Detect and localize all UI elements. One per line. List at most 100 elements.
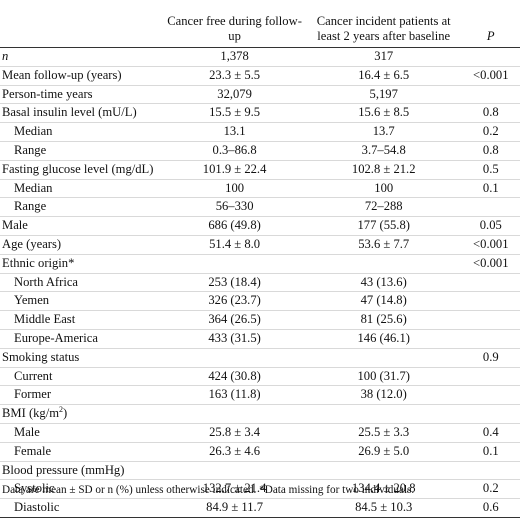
cell-cancer-free — [163, 254, 306, 274]
header-col-p: P — [461, 14, 520, 48]
table-row: Male 686 (49.8) 177 (55.8) 0.05 — [0, 216, 520, 236]
table-row: Age (years) 51.4 ± 8.0 53.6 ± 7.7 <0.001 — [0, 235, 520, 255]
row-label: Range — [0, 141, 164, 161]
row-label-superscript: 2 — [59, 404, 64, 414]
cell-cancer-incident — [305, 461, 462, 481]
cell-cancer-free: 364 (26.5) — [163, 310, 306, 330]
cell-p-value: 0.1 — [461, 442, 520, 462]
cell-cancer-incident: 43 (13.6) — [305, 273, 462, 293]
cell-cancer-free: 56–330 — [163, 197, 306, 218]
table-row: Person-time years 32,079 5,197 — [0, 85, 520, 105]
row-label-text: Male — [14, 424, 40, 439]
row-label: Blood pressure (mmHg) — [0, 461, 164, 481]
row-label: Basal insulin level (mU/L) — [0, 103, 164, 124]
cell-p-value — [461, 47, 520, 67]
table-row: Ethnic origin* <0.001 — [0, 254, 520, 274]
row-label-text: Diastolic — [14, 500, 60, 515]
row-label-text: Europe-America — [14, 330, 98, 345]
row-label-text: Median — [14, 180, 53, 195]
cell-cancer-incident: 102.8 ± 21.2 — [305, 160, 462, 180]
row-label-text: Person-time years — [2, 86, 93, 101]
cell-p-value — [461, 404, 520, 424]
row-label: Person-time years — [0, 85, 164, 105]
cell-p-value: 0.1 — [461, 179, 520, 199]
cell-cancer-incident: 26.9 ± 5.0 — [305, 442, 462, 462]
table-row: North Africa 253 (18.4) 43 (13.6) — [0, 273, 520, 293]
cell-cancer-incident: 134.4 ± 20.8 — [305, 479, 462, 500]
cell-cancer-incident: 16.4 ± 6.5 — [305, 66, 462, 86]
cell-cancer-free: 32,079 — [163, 85, 306, 105]
row-label-text: Mean follow-up (years) — [2, 67, 122, 82]
cell-cancer-incident: 100 (31.7) — [305, 367, 462, 387]
cell-p-value: <0.001 — [461, 235, 520, 255]
table-row: Basal insulin level (mU/L) 15.5 ± 9.5 15.6… — [0, 103, 520, 124]
row-label-text: Yemen — [14, 293, 50, 308]
cell-cancer-incident: 100 — [305, 179, 462, 199]
row-label-text: Range — [14, 199, 47, 214]
cell-p-value — [461, 85, 520, 105]
row-label: Systolic — [0, 479, 164, 500]
cell-cancer-incident: 72–288 — [305, 197, 462, 218]
row-label-text: Middle East — [14, 312, 76, 327]
cell-p-value — [461, 385, 520, 406]
cell-p-value: 0.6 — [461, 498, 520, 518]
cell-p-value: 0.8 — [461, 103, 520, 124]
table-row: Fasting glucose level (mg/dL) 101.9 ± 22.… — [0, 160, 520, 180]
cell-cancer-free: 13.1 — [163, 122, 306, 142]
cell-p-value — [461, 291, 520, 312]
row-label: Male — [0, 423, 164, 443]
cell-cancer-incident: 146 (46.1) — [305, 329, 462, 349]
cell-cancer-free: 433 (31.5) — [163, 329, 306, 349]
table-row: Former 163 (11.8) 38 (12.0) — [0, 385, 520, 406]
row-label: Male — [0, 216, 164, 236]
table-footnote: Data are mean ± SD or n (%) unless other… — [2, 484, 415, 496]
row-label: Diastolic — [0, 498, 164, 518]
header-col-cancer-incident: Cancer incident patients at least 2 year… — [305, 14, 462, 48]
cell-cancer-free: 25.8 ± 3.4 — [163, 423, 306, 443]
cell-cancer-incident: 25.5 ± 3.3 — [305, 423, 462, 443]
table-row: Smoking status 0.9 — [0, 348, 520, 368]
header-col-cancer-free: Cancer free during follow-up — [163, 14, 306, 48]
cell-p-value: 0.2 — [461, 479, 520, 500]
cell-cancer-free: 15.5 ± 9.5 — [163, 103, 306, 124]
cell-cancer-free: 0.3–86.8 — [163, 141, 306, 161]
cell-cancer-incident — [305, 348, 462, 368]
table-row: Blood pressure (mmHg) — [0, 461, 520, 481]
row-label-text: Female — [14, 443, 52, 458]
table-row: Median 100 100 0.1 — [0, 179, 520, 199]
row-label: Age (years) — [0, 235, 164, 255]
cell-p-value: <0.001 — [461, 254, 520, 274]
table-row: Mean follow-up (years) 23.3 ± 5.5 16.4 ± 6… — [0, 66, 520, 86]
table-row: n 1,378 317 — [0, 47, 520, 67]
cell-cancer-incident: 177 (55.8) — [305, 216, 462, 236]
cell-cancer-free — [163, 348, 306, 368]
cell-cancer-free: 51.4 ± 8.0 — [163, 235, 306, 255]
row-label: Former — [0, 385, 164, 406]
table-row: Middle East 364 (26.5) 81 (25.6) — [0, 310, 520, 330]
header-col-label — [0, 14, 164, 48]
row-label-text: Ethnic origin* — [2, 255, 75, 270]
cell-p-value: 0.8 — [461, 141, 520, 161]
cell-p-value — [461, 310, 520, 330]
cell-p-value: 0.2 — [461, 122, 520, 142]
cell-cancer-incident: 317 — [305, 47, 462, 67]
row-label: Current — [0, 367, 164, 387]
row-label-text: Male — [2, 218, 28, 233]
table-row: Male 25.8 ± 3.4 25.5 ± 3.3 0.4 — [0, 423, 520, 443]
cell-cancer-free: 132.7 ± 21.4 — [163, 479, 306, 500]
row-label-text: Former — [14, 387, 52, 402]
cell-p-value — [461, 367, 520, 387]
table-row: Range 56–330 72–288 — [0, 197, 520, 218]
cell-cancer-free: 23.3 ± 5.5 — [163, 66, 306, 86]
table-row: Diastolic 84.9 ± 11.7 84.5 ± 10.3 0.6 — [0, 498, 520, 518]
row-label-text: Blood pressure (mmHg) — [2, 462, 125, 477]
cell-cancer-free: 424 (30.8) — [163, 367, 306, 387]
table-row: Current 424 (30.8) 100 (31.7) — [0, 367, 520, 387]
cell-cancer-incident: 84.5 ± 10.3 — [305, 498, 462, 518]
table-row: Systolic 132.7 ± 21.4 134.4 ± 20.8 0.2 — [0, 479, 520, 500]
row-label: Europe-America — [0, 329, 164, 349]
cell-p-value: <0.001 — [461, 66, 520, 86]
cell-p-value — [461, 329, 520, 349]
cell-cancer-incident: 47 (14.8) — [305, 291, 462, 312]
row-label-text: Current — [14, 368, 53, 383]
